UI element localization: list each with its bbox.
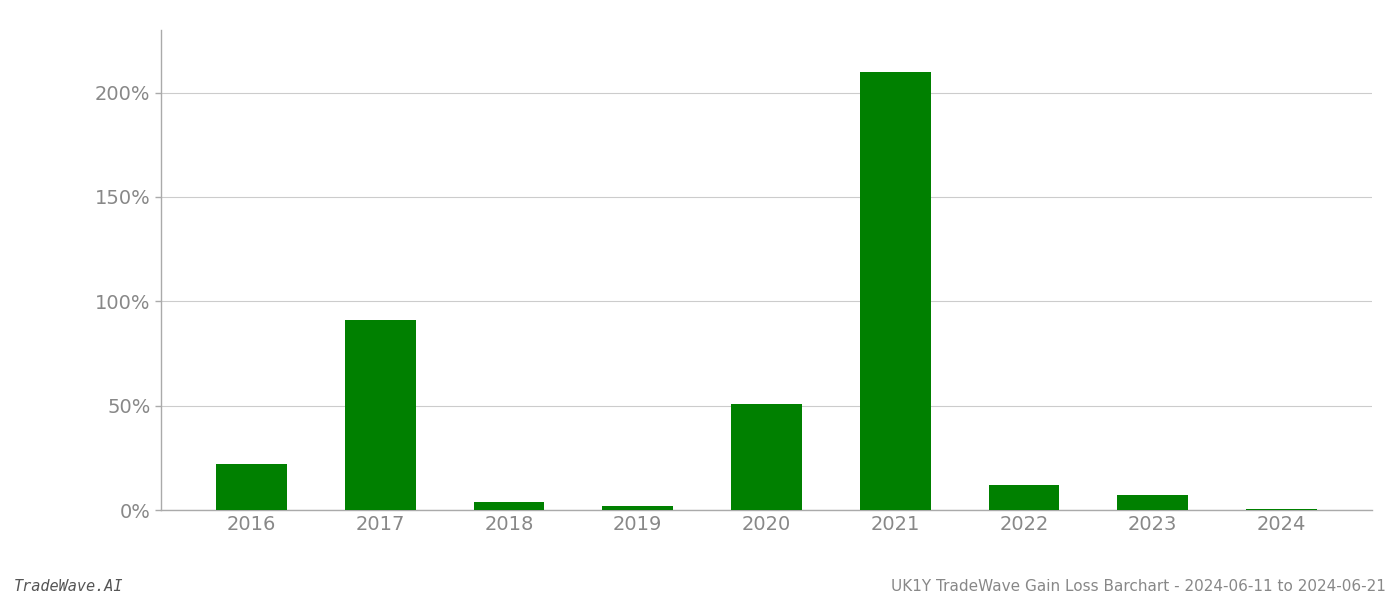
Bar [860,72,931,510]
Bar [216,464,287,510]
Bar [731,404,802,510]
Bar [602,506,673,510]
Bar [988,485,1060,510]
Bar [1117,496,1189,510]
Bar [344,320,416,510]
Bar [1246,509,1317,510]
Bar [473,502,545,510]
Text: UK1Y TradeWave Gain Loss Barchart - 2024-06-11 to 2024-06-21: UK1Y TradeWave Gain Loss Barchart - 2024… [892,579,1386,594]
Text: TradeWave.AI: TradeWave.AI [14,579,123,594]
